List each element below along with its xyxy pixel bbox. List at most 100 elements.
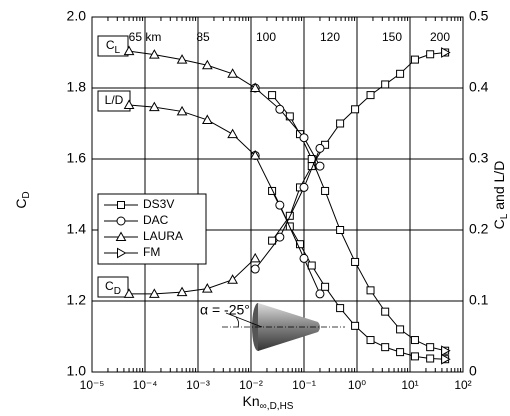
curve-label-main: C [106,38,115,52]
y-tick-label: 2.0 [67,8,87,24]
marker [148,101,160,112]
plot-frame [91,16,464,373]
y-tick-label: 1.6 [67,150,87,166]
marker [268,91,277,100]
y-axis-label: CD [13,191,32,208]
y2-axis-label: CL and L/D [491,161,510,230]
y2-tick-label: 0 [469,363,477,379]
legend-marker [117,247,127,259]
curve-label-sub: L [115,45,121,56]
y2-tick-label: 0.3 [469,150,489,166]
marker [381,343,390,352]
y2-axis-label-main: C [491,219,507,229]
legend-marker [116,216,126,226]
legend-box [97,193,207,265]
marker [351,321,360,330]
y2-axis-label-sub: L [499,213,510,219]
marker [396,348,405,357]
marker [227,128,238,139]
marker [315,289,325,299]
curve-label: CL [106,38,121,55]
marker [201,283,213,293]
legend-label: DS3V [143,197,174,211]
altitude-label: 150 [382,30,402,44]
x-axis-label-main: Kn [243,393,260,409]
marker [123,99,135,110]
legend-marker [117,201,125,209]
marker [275,104,285,114]
marker [426,343,435,352]
marker [249,149,261,160]
marker [336,119,345,128]
marker [321,186,330,195]
y-tick-label: 1.4 [67,221,87,237]
altitude-label: 85 [196,30,210,44]
legend-label: FM [143,245,160,259]
marker [336,304,345,313]
x-axis-label: Kn∞,D,HS [243,393,294,412]
curve-label-main: L/D [105,93,124,107]
marker [315,143,325,153]
curve-label-box [97,90,131,112]
curve-label-box [97,35,129,57]
marker [299,253,309,263]
y-axis-label-sub: D [21,191,32,198]
altitude-label: 120 [320,30,340,44]
x-tick-label: 10⁻⁴ [133,378,158,392]
annotation: α = -25° [200,302,250,318]
curve-label-box [97,276,129,298]
y-tick-label: 1.8 [67,79,87,95]
series-line [128,50,256,89]
series-line [129,258,256,295]
series-line [254,155,321,295]
marker [336,226,345,234]
marker [123,45,135,56]
y2-tick-label: 0.4 [469,79,489,95]
marker [148,288,160,298]
marker [351,105,360,114]
marker [366,336,375,345]
curve-label-sub: D [114,286,121,297]
marker [410,336,419,345]
marker [307,261,316,270]
series-line [254,87,321,167]
marker [366,91,375,100]
marker [441,47,451,58]
marker [315,161,325,171]
series-line [254,148,321,270]
x-tick-label: 10² [454,378,471,392]
marker [176,286,188,297]
marker [396,69,405,78]
marker [227,68,238,78]
marker [381,80,390,89]
altitude-label: 65 km [129,30,162,44]
marker [381,307,390,316]
curve-label-main: C [105,279,114,293]
x-tick-label: 10⁻² [239,378,263,392]
legend-label: DAC [143,213,169,227]
legend-marker [115,231,127,241]
marker [250,264,260,274]
marker [148,49,160,59]
marker [268,186,277,195]
vehicle-icon [222,303,345,351]
marker [366,286,375,295]
x-tick-label: 10⁰ [348,378,366,392]
marker [396,325,405,334]
y2-axis-label-rest: and L/D [491,161,507,214]
marker [410,352,419,361]
marker [441,353,451,365]
altitude-label: 200 [430,30,450,44]
legend-label: LAURA [143,229,183,243]
marker [351,257,360,266]
marker [123,288,135,298]
x-axis-label-sub: ∞,D,HS [260,401,294,412]
series-line [129,104,256,156]
marker [176,54,188,64]
marker [299,133,309,143]
y-axis-label-main: C [13,199,29,209]
marker [426,354,435,363]
marker [201,59,213,70]
series-line [271,52,446,241]
